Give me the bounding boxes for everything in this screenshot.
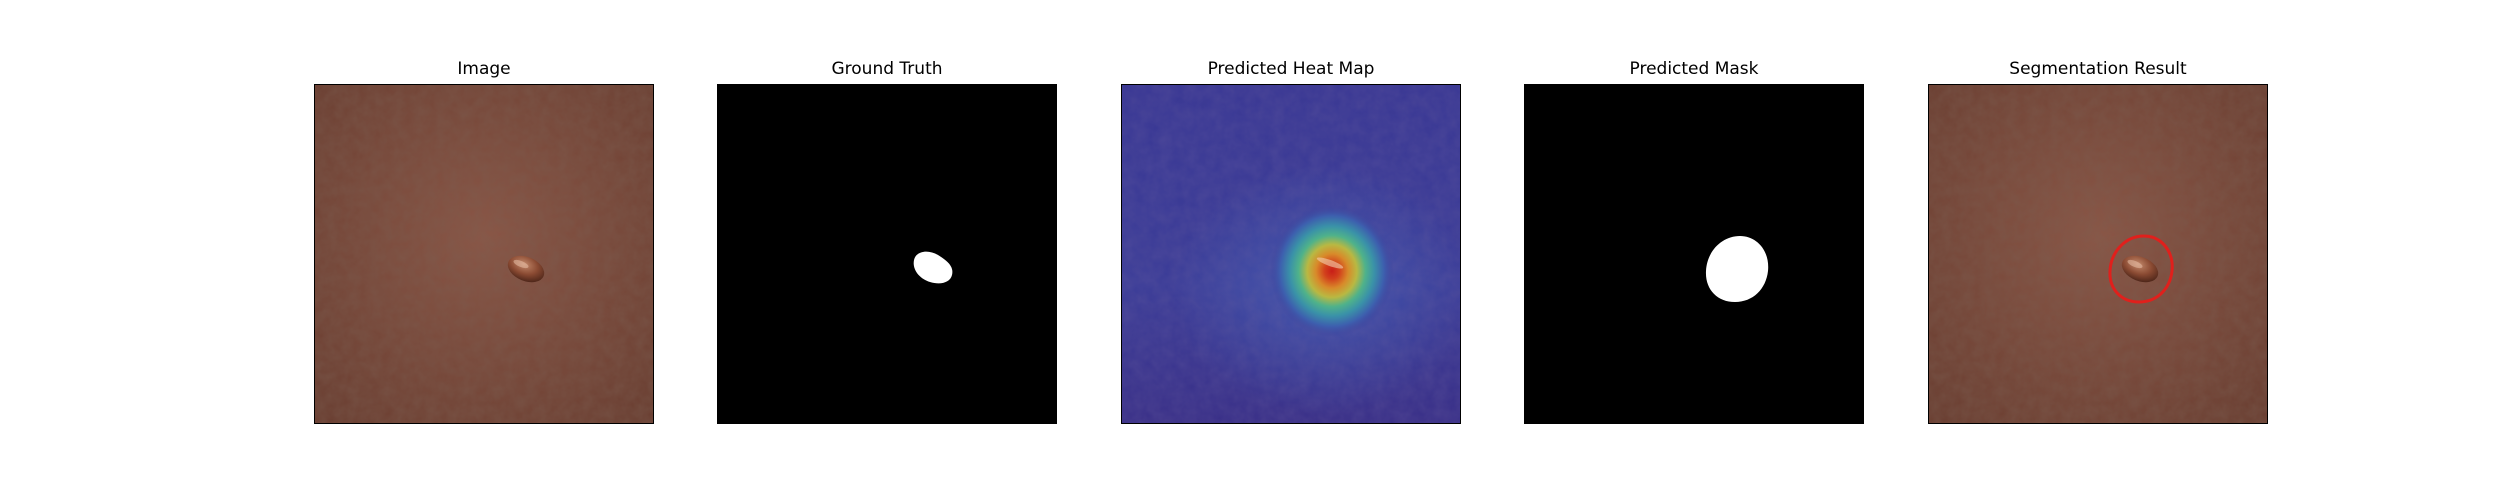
panel-title-predicted-mask: Predicted Mask bbox=[1629, 59, 1759, 79]
heat-map-frame bbox=[1121, 84, 1461, 424]
image-frame bbox=[314, 84, 654, 424]
heat-map-image bbox=[1122, 85, 1460, 423]
predicted-mask-region bbox=[1705, 236, 1769, 302]
segmentation-contour bbox=[2108, 234, 2174, 304]
predicted-mask-frame bbox=[1524, 84, 1864, 424]
heat-hotspot bbox=[1270, 205, 1394, 337]
ground-truth-mask bbox=[718, 85, 1056, 423]
segmentation-result-image bbox=[1929, 85, 2267, 423]
panel-title-image: Image bbox=[457, 59, 511, 79]
predicted-mask-image bbox=[1525, 85, 1863, 423]
leather-image bbox=[315, 85, 653, 423]
ground-truth-region bbox=[913, 251, 953, 284]
panel-title-ground-truth: Ground Truth bbox=[831, 59, 943, 79]
ground-truth-frame bbox=[717, 84, 1057, 424]
panel-title-segmentation-result: Segmentation Result bbox=[2009, 59, 2187, 79]
segmentation-result-frame bbox=[1928, 84, 2268, 424]
panel-title-heat-map: Predicted Heat Map bbox=[1207, 59, 1375, 79]
